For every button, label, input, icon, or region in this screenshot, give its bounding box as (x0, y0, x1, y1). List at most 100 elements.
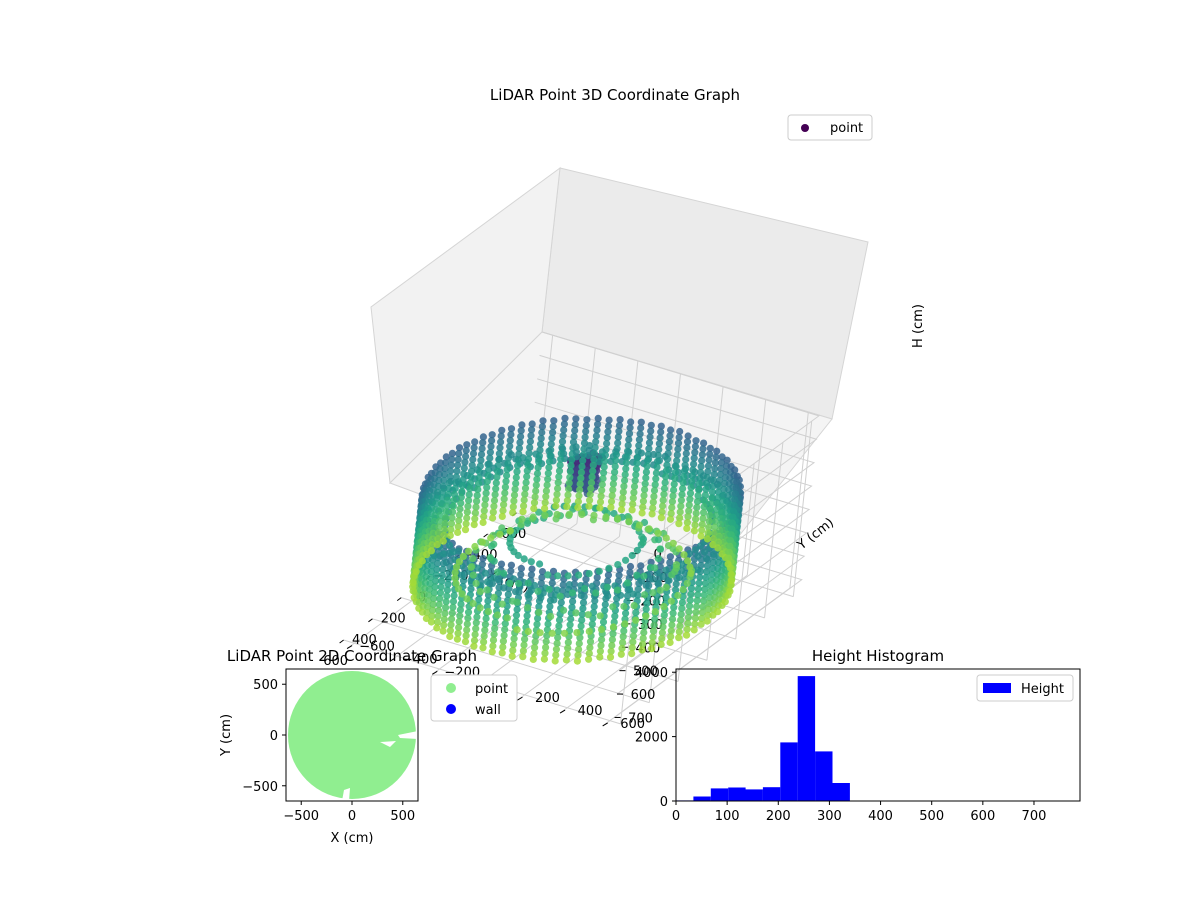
point-3d (662, 534, 670, 542)
point-3d (434, 529, 442, 537)
point-3d (698, 451, 707, 459)
ticks-2d: −500 0 500 −500 0 500 (242, 678, 415, 824)
point-3d (616, 416, 624, 424)
point-3d (536, 446, 544, 454)
point-3d (456, 606, 464, 614)
point-3d (641, 480, 649, 488)
point-3d (442, 459, 450, 467)
point-3d (664, 449, 672, 457)
x-tick-label-hist: 600 (970, 809, 995, 824)
point-3d (604, 592, 612, 600)
point-3d (564, 491, 572, 499)
point-3d (451, 569, 459, 577)
point-3d (591, 444, 599, 452)
point-3d (684, 619, 692, 628)
point-3d (703, 535, 712, 543)
point-3d (731, 496, 739, 504)
point-3d (646, 433, 654, 441)
point-3d (667, 627, 675, 635)
point-3d (671, 468, 680, 477)
point-3d (534, 464, 542, 472)
point-3d (639, 503, 647, 511)
point-3d (495, 450, 503, 458)
point-3d (523, 612, 531, 620)
point-3d (496, 530, 504, 538)
point-3d (485, 460, 493, 468)
point-3d (501, 620, 509, 628)
point-3d (725, 554, 733, 562)
point-3d (538, 423, 547, 431)
point-3d (625, 435, 633, 444)
point-3d (573, 657, 582, 665)
point-3d (533, 475, 541, 483)
point-3d (708, 494, 716, 502)
point-3d (447, 520, 456, 528)
point-3d (480, 632, 488, 640)
point-3d (469, 450, 478, 458)
point-3d (498, 649, 506, 657)
point-3d (700, 439, 708, 447)
point-3d (481, 620, 489, 629)
point-3d (582, 427, 590, 435)
point-3d (638, 509, 646, 517)
point-3d (498, 512, 506, 521)
point-3d (563, 497, 572, 505)
point-3d (686, 563, 694, 571)
point-3d (457, 493, 465, 501)
point-3d (455, 623, 463, 632)
point-3d (660, 484, 669, 493)
point-3d (575, 645, 583, 654)
point-3d (522, 478, 530, 487)
point-3d (483, 586, 491, 594)
point-3d (545, 585, 553, 594)
point-3d (479, 644, 487, 652)
point-3d (643, 462, 651, 470)
y-tick-label-hist: 0 (660, 795, 668, 810)
point-3d (518, 421, 526, 429)
point-3d (645, 525, 653, 533)
z-tick-label-3d: 700 (628, 711, 653, 726)
point-3d (604, 422, 613, 430)
point-3d (683, 579, 691, 587)
point-3d (665, 438, 674, 446)
point-3d (520, 641, 528, 649)
point-3d (538, 568, 547, 576)
point-3d (544, 571, 552, 579)
point-3d (682, 455, 690, 463)
point-3d (678, 560, 686, 568)
point-3d (553, 490, 561, 498)
point-3d (650, 486, 659, 495)
point-3d (439, 537, 447, 545)
point-3d (701, 585, 709, 593)
point-3d (516, 438, 524, 446)
grid-line-x-back (792, 421, 813, 597)
point-3d (463, 514, 471, 522)
point-3d (486, 553, 494, 562)
point-3d (484, 608, 492, 616)
point-3d (436, 595, 444, 603)
point-3d (479, 439, 487, 447)
point-3d (652, 469, 661, 477)
point-3d (681, 461, 689, 469)
point-3d (607, 503, 615, 511)
point-3d (675, 433, 683, 441)
point-3d (588, 620, 596, 628)
point-3d (690, 454, 698, 462)
point-3d (585, 649, 593, 658)
point-3d (655, 536, 663, 544)
point-3d (598, 486, 606, 494)
point-3d (440, 476, 448, 484)
point-3d (473, 564, 481, 572)
point-3d (622, 609, 630, 617)
point-3d (651, 608, 659, 616)
point-3d (559, 432, 567, 440)
point-3d (555, 616, 564, 624)
point-3d (561, 414, 569, 422)
point-3d (614, 439, 622, 447)
point-3d (535, 452, 544, 460)
point-3d (542, 643, 550, 652)
point-3d (489, 642, 497, 650)
point-3d (639, 640, 647, 648)
point-3d (474, 480, 483, 488)
point-3d (443, 502, 451, 510)
